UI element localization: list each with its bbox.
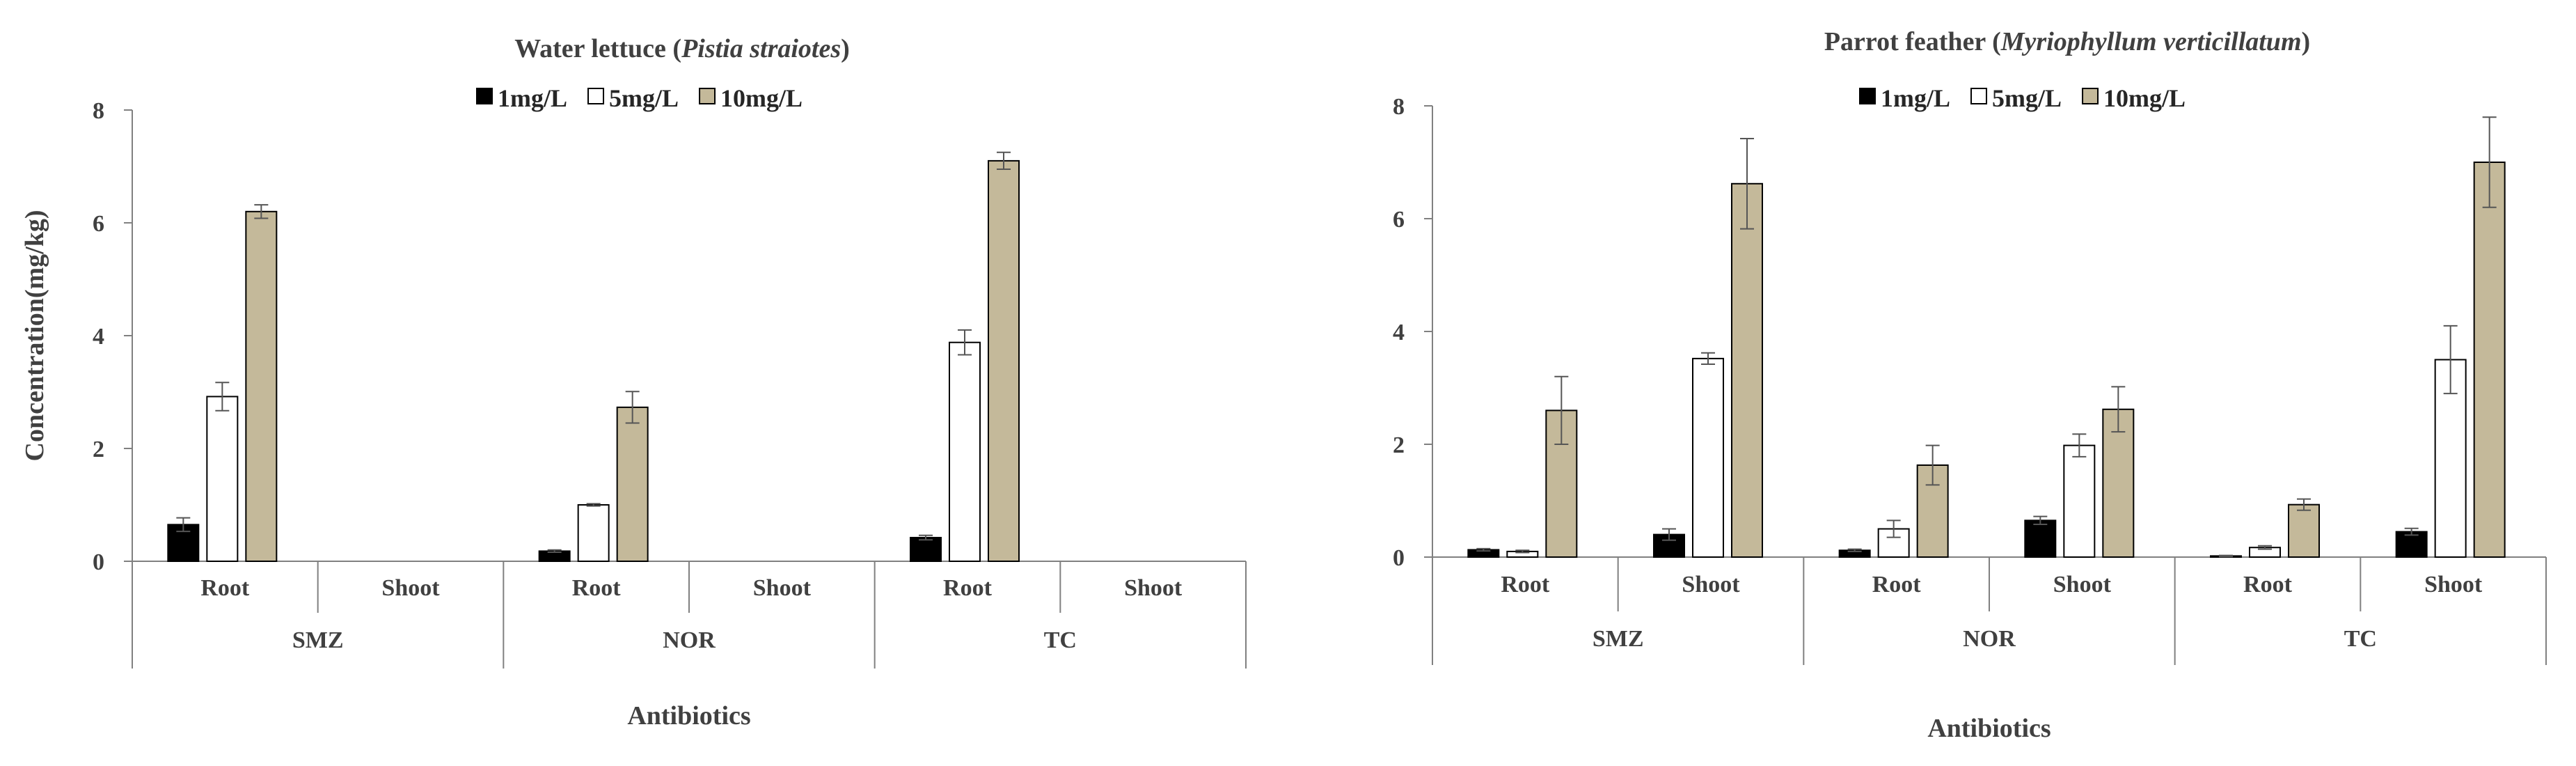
legend-entry: 1mg/L (476, 84, 567, 112)
x-category-label: Shoot (381, 575, 440, 601)
x-category-label: Shoot (1124, 575, 1183, 601)
bar (910, 536, 942, 562)
y-tick-label: 0 (93, 549, 104, 575)
chart-title-part: Parrot feather ( (1824, 27, 2001, 56)
chart-title-part: ) (2302, 27, 2311, 56)
x-category-label: Shoot (753, 575, 812, 601)
x-group-label: TC (1044, 627, 1077, 653)
chart-1: Water lettuce (Pistia straiotes) 1mg/L 5mg… (20, 34, 1247, 730)
legend-label: 1mg/L (1881, 84, 1950, 112)
bar (206, 396, 239, 562)
bar (2288, 503, 2320, 558)
chart-title-part: Pistia straiotes (681, 34, 841, 63)
legend-swatch (476, 88, 493, 104)
x-category-label: Root (200, 575, 250, 601)
legend-entry: 10mg/L (2082, 84, 2186, 112)
y-tick-label: 2 (93, 437, 104, 462)
legend-label: 5mg/L (609, 84, 679, 112)
legend-swatch (587, 88, 605, 104)
x-category-label: Shoot (2053, 572, 2112, 597)
x-group-label: NOR (663, 627, 716, 653)
chart-title: Water lettuce (Pistia straiotes) (514, 34, 850, 63)
legend-label: 5mg/L (1992, 84, 2062, 112)
bar (1731, 182, 1763, 558)
chart-2: Parrot feather (Myriophyllum verticillat… (1393, 27, 2547, 743)
chart-title-part: Water lettuce ( (514, 34, 681, 63)
legend-label: 10mg/L (2103, 84, 2186, 112)
x-group-label: SMZ (1593, 626, 1644, 652)
legend-entry: 1mg/L (1859, 84, 1950, 112)
y-tick-label: 4 (93, 324, 104, 350)
y-axis-label: Concentration(mg/kg) (20, 210, 49, 462)
bar (577, 504, 610, 562)
legend-swatch (699, 88, 716, 104)
legend-entry: 5mg/L (1970, 84, 2062, 112)
y-tick-label: 2 (1393, 432, 1405, 458)
x-axis-label: Antibiotics (1927, 714, 2050, 743)
bar (949, 341, 981, 562)
bar (616, 406, 649, 562)
x-group-label: TC (2344, 626, 2377, 652)
bar (2063, 444, 2096, 558)
bar (1692, 357, 1724, 558)
y-tick-label: 4 (1393, 320, 1405, 345)
legend-label: 1mg/L (498, 84, 567, 112)
bar (988, 159, 1020, 562)
x-category-label: Shoot (1682, 572, 1740, 597)
bar (167, 524, 200, 562)
x-category-label: Root (943, 575, 993, 601)
legend-entry: 10mg/L (699, 84, 803, 112)
y-tick-label: 6 (93, 211, 104, 237)
x-group-label: NOR (1963, 626, 2016, 652)
x-category-label: Root (2243, 572, 2293, 597)
y-tick-label: 8 (1393, 94, 1405, 120)
bar (2024, 519, 2057, 558)
x-category-label: Root (1501, 572, 1550, 597)
chart-title: Parrot feather (Myriophyllum verticillat… (1824, 27, 2310, 56)
chart-title-part: Myriophyllum verticillatum (2000, 27, 2302, 56)
bar (245, 210, 278, 562)
bar (2102, 408, 2135, 558)
legend-swatch (1970, 88, 1988, 104)
x-group-label: SMZ (292, 627, 344, 653)
x-category-label: Root (1872, 572, 1922, 597)
bar (2473, 162, 2506, 558)
legend-swatch (2082, 88, 2099, 104)
y-tick-label: 0 (1393, 545, 1405, 571)
legend-label: 10mg/L (720, 84, 803, 112)
x-axis-label: Antibiotics (627, 701, 750, 730)
y-tick-label: 6 (1393, 207, 1405, 233)
legend-entry: 5mg/L (587, 84, 679, 112)
y-tick-label: 8 (93, 98, 104, 124)
x-category-label: Shoot (2424, 572, 2483, 597)
legend-swatch (1859, 88, 1876, 104)
x-category-label: Root (572, 575, 622, 601)
chart-title-part: ) (841, 34, 850, 63)
